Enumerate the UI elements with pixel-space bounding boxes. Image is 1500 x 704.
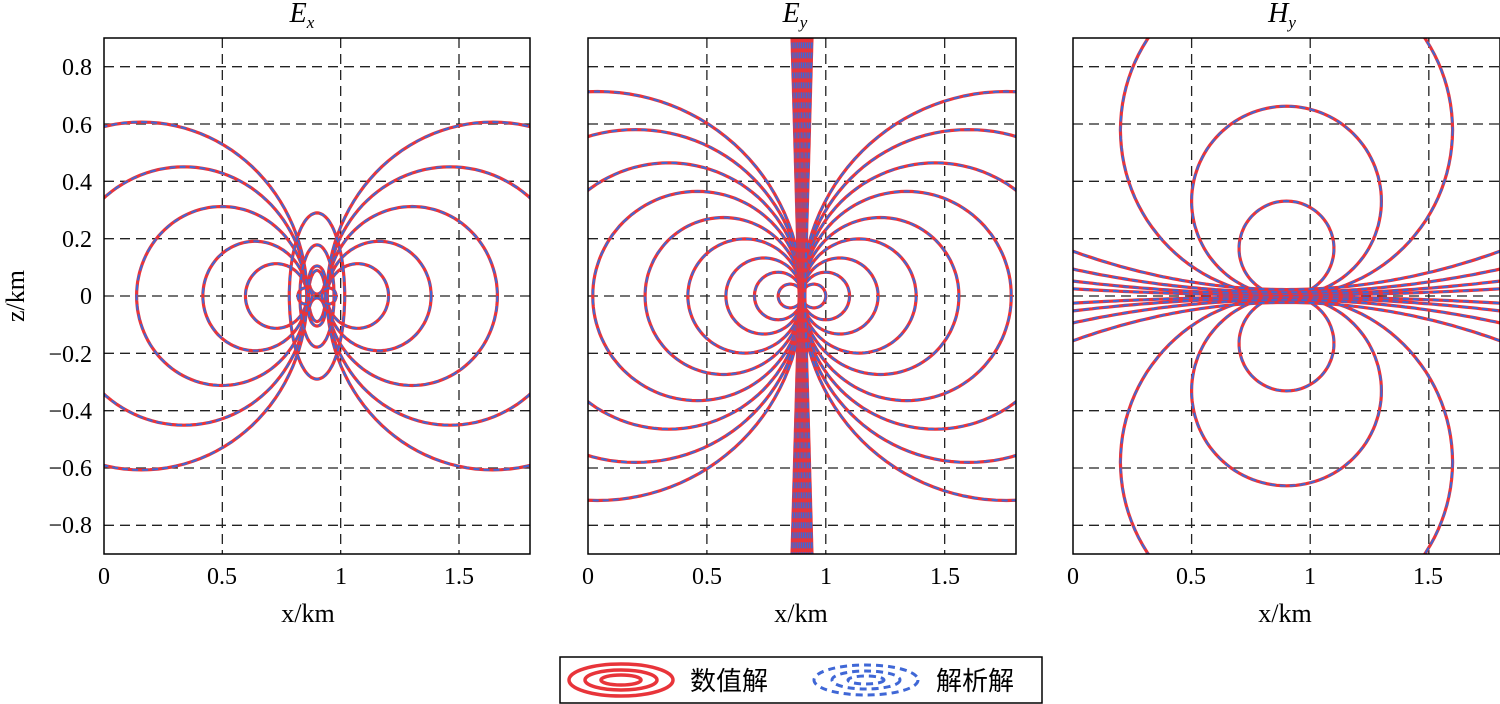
contour-axial-analytical [803,38,814,554]
contour-horizontal-analytical [1073,297,1500,312]
contour-lower-analytical [1119,294,1454,554]
contour-horizontal-analytical [1073,268,1500,294]
panel-hy-xlabel: x/km [1258,599,1311,628]
contour-right-analytical [800,216,960,376]
x-tick-label: 1 [335,564,347,590]
contour-left-numerical [686,237,804,355]
contour-right-analytical [326,262,390,330]
contour-horizontal-numerical [1073,300,1500,343]
panel-ex-xlabel: x/km [281,599,334,628]
panel-ey-frame [587,37,1017,555]
legend-label-analytical: 解析解 [936,667,1014,697]
x-tick-label: 1 [820,564,832,590]
contour-horizontal-analytical [1073,250,1500,291]
legend-swatch-analytical [812,663,920,697]
y-tick-label: 0.4 [62,170,92,196]
contour-left-analytical [777,283,803,309]
panel-ey-xticks: 0 0.5 1 1.5 [582,564,960,590]
panel-hy-contours [1073,38,1500,554]
y-tick-label: 0 [80,284,92,310]
legend-label-numerical: 数值解 [690,667,768,697]
y-tick-label: 0.6 [62,113,92,139]
panel-ex-frame [103,37,531,555]
x-tick-label: 0 [98,564,110,590]
panel-ex: Ex 0 0.5 1 1.5 0.8 0.6 0.4 0.2 0 −0.2 −0… [1,0,531,628]
y-tick-label: −0.6 [48,456,92,482]
contour-left-numerical [104,120,309,472]
panel-ey-contours [588,38,1016,554]
legend-swatch-numerical [567,662,675,698]
panel-hy-title: Hy [1267,0,1296,32]
y-tick-label: −0.4 [48,399,92,425]
contour-left-analytical [588,128,804,464]
contour-horizontal-numerical [1073,249,1500,292]
contour-vertical-analytical [299,243,335,349]
panel-hy: Hy 0 0.5 1 1.5 x/km [1067,0,1500,628]
x-tick-label: 0.5 [692,564,722,590]
x-tick-label: 0.5 [1176,564,1206,590]
contour-upper-numerical [1189,104,1384,298]
contour-left-numerical [591,189,804,403]
panel-ex-title: Ex [289,0,315,32]
x-tick-label: 0.5 [207,564,237,590]
contour-right-analytical [325,165,530,427]
y-tick-label: −0.8 [48,513,92,539]
contour-left-analytical [588,90,804,502]
contour-source-analytical [308,297,326,327]
x-tick-label: 1.5 [1413,564,1443,590]
panel-ex-grid [104,38,530,554]
contour-upper-numerical [1118,38,1455,298]
panel-ex-contours [104,120,530,472]
contour-vertical-analytical [307,269,327,323]
contour-source-analytical [308,265,326,295]
y-tick-label: 0.2 [62,227,92,253]
x-tick-label: 1.5 [930,564,960,590]
x-tick-label: 1 [1304,564,1316,590]
contour-horizontal-analytical [1073,298,1500,324]
panel-hy-frame [1072,37,1500,555]
contour-horizontal-analytical [1073,280,1500,295]
contour-lower-numerical [1118,294,1455,554]
contour-right-numerical [800,161,1016,431]
contour-left-analytical [135,205,309,387]
panel-ey-xlabel: x/km [774,599,827,628]
panel-ey-title: Ey [782,0,808,32]
contour-left-numerical [724,256,804,336]
contour-left-numerical [201,239,309,353]
contour-left-analytical [104,165,309,427]
y-tick-label: −0.2 [48,342,92,368]
x-tick-label: 0 [1067,564,1079,590]
contour-vertical-analytical [288,211,346,381]
panel-ex-xticks: 0 0.5 1 1.5 [98,564,474,590]
x-tick-label: 0 [582,564,594,590]
panel-ex-ylabel: z/km [1,270,30,322]
contour-horizontal-analytical [1073,301,1500,342]
contour-left-analytical [644,216,804,376]
contour-left-numerical [588,161,804,431]
contour-lower-numerical [1189,294,1384,488]
contour-right-analytical [801,283,827,309]
panel-ey: Ey 0 0.5 1 1.5 x/km [582,0,1017,628]
contour-source-analytical [321,287,337,305]
panel-hy-xticks: 0 0.5 1 1.5 [1067,564,1443,590]
x-tick-label: 1.5 [444,564,474,590]
contour-left-analytical [753,271,803,321]
panel-ex-yticks: 0.8 0.6 0.4 0.2 0 −0.2 −0.4 −0.6 −0.8 [48,55,92,539]
contour-source-analytical [297,287,313,305]
legend: 数值解 解析解 [559,656,1043,704]
contour-upper-analytical [1119,38,1454,298]
y-tick-label: 0.8 [62,55,92,81]
